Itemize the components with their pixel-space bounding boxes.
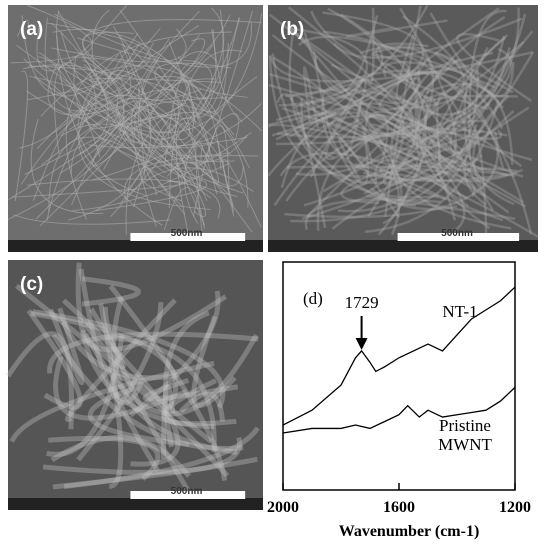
series-label: NT-1	[442, 302, 477, 321]
x-tick-label: 1200	[499, 499, 531, 516]
panel-label: (d)	[303, 289, 323, 308]
scale-bar-label: 500nm	[441, 228, 473, 239]
sem-image: 500nm (a)	[8, 5, 263, 252]
figure: 500nm (a) 500nm (b) 500nm (c) 2000 1600 1200 Wave…	[0, 0, 545, 546]
panel-label: (b)	[280, 19, 304, 40]
page: 500nm (a) 500nm (b) 500nm (c) 2000 1600 1200 Wave…	[0, 0, 545, 546]
arrow-head	[356, 338, 368, 350]
series-label: Pristine MWNT	[420, 416, 510, 454]
info-bar	[8, 498, 263, 510]
info-bar	[8, 240, 263, 252]
sem-image: 500nm (c)	[8, 260, 263, 510]
x-tick-label: 2000	[267, 499, 299, 516]
x-tick-label: 1600	[383, 499, 415, 516]
scale-bar-label: 500nm	[171, 486, 203, 497]
info-bar	[268, 240, 538, 252]
scale-bar-label: 500nm	[171, 228, 203, 239]
annotation: 1729	[345, 293, 379, 312]
x-axis-label: Wavenumber (cm-1)	[339, 523, 480, 540]
panel-label: (a)	[20, 19, 43, 40]
sem-image: 500nm (b)	[268, 5, 538, 252]
panel-label: (c)	[20, 274, 43, 295]
